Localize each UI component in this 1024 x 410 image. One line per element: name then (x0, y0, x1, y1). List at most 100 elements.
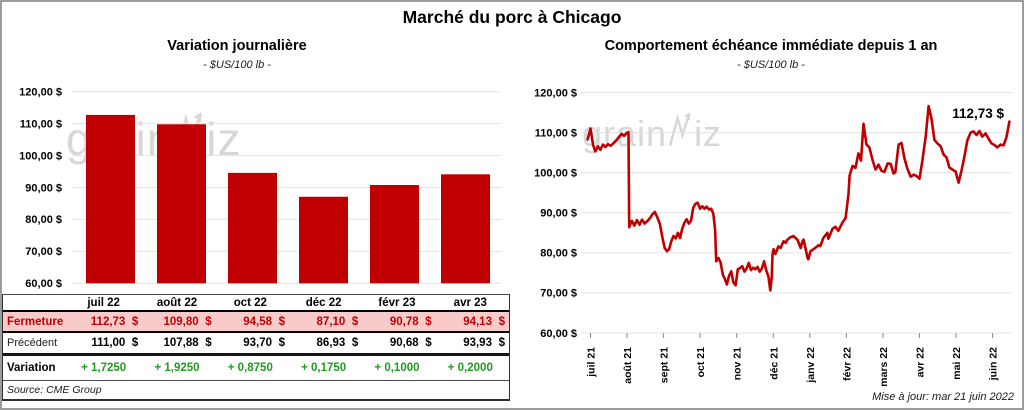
currency-symbol: $ (278, 337, 285, 349)
grainwiz-logo-zigzag-icon (669, 112, 691, 147)
value-cell: + 0,1750 (301, 362, 347, 374)
x-axis-label: janv 22 (805, 347, 817, 384)
value-cell: 90,68 $ (362, 337, 435, 349)
value: 109,80 (163, 315, 199, 328)
value-cell: 86,93 $ (289, 337, 362, 349)
x-axis-label: févr 22 (841, 347, 853, 381)
column-header: févr 23 (378, 296, 416, 309)
value-cell: + 0,8750 (227, 362, 273, 374)
x-axis-label: sept 21 (659, 347, 671, 383)
currency-symbol: $ (131, 315, 139, 328)
x-axis-label: août 21 (622, 347, 634, 384)
column-header: avr 23 (453, 296, 487, 309)
value-cell: + 0,2000 (447, 362, 493, 374)
x-axis-label: oct 21 (695, 347, 707, 378)
line-chart-title: Comportement échéance immédiate depuis 1… (604, 38, 938, 54)
bar-chart-subtitle: - $US/100 lb - (203, 59, 271, 71)
bar-févr 23 (370, 185, 419, 284)
value-cell: 112,73 $ (69, 316, 142, 328)
line-chart-subtitle: - $US/100 lb - (737, 59, 805, 71)
y-axis-label: 100,00 $ (534, 167, 577, 179)
y-axis-label: 110,00 $ (535, 127, 577, 139)
value: 90,68 (389, 337, 419, 349)
y-axis-label: 90,00 $ (25, 182, 62, 194)
table-row-variation: Variation + 1,7250 + 1,9250 + 0,8750 + 0,175… (3, 356, 509, 381)
row-label: Précédent (7, 337, 58, 349)
line-chart: 60,00 $ 70,00 $ 80,00 $ 90,00 $ 100,00 $ 110,… (534, 87, 1012, 387)
bar-juil 22 (86, 114, 135, 284)
value: 111,00 (91, 337, 126, 349)
x-axis-label: nov 21 (732, 347, 744, 380)
last-price-annotation: 112,73 $ (952, 106, 1004, 121)
value-cell: + 0,1000 (374, 362, 420, 374)
y-axis-label: 60,00 $ (540, 328, 577, 340)
value-cell: 109,80 $ (142, 316, 215, 328)
y-axis-label: 70,00 $ (540, 288, 577, 300)
y-axis-label: 120,00 $ (534, 87, 577, 99)
bar-déc 22 (299, 196, 348, 284)
value-cell: 94,58 $ (216, 316, 289, 328)
currency-symbol: $ (351, 337, 359, 349)
y-axis-label: 60,00 $ (25, 278, 62, 290)
value-cell: 111,00 $ (69, 337, 142, 349)
value-cell: 94,13 $ (436, 316, 509, 328)
value: 93,93 (463, 337, 492, 349)
y-axis-label: 90,00 $ (540, 208, 577, 220)
row-label: Variation (7, 362, 56, 374)
bar-chart-title: Variation journalière (167, 38, 307, 54)
currency-symbol: $ (498, 337, 505, 349)
value-cell: 93,70 $ (216, 337, 289, 349)
grainwiz-watermark-right: grain iz (582, 112, 723, 155)
currency-symbol: $ (278, 315, 285, 328)
watermark-text: iz (694, 113, 723, 155)
price-table: juil 22 août 22 oct 22 déc 22 févr 23 avr 23 F… (2, 294, 510, 401)
column-header: déc 22 (305, 296, 342, 309)
table-row-precedent: Précédent 111,00 $107,88 $93,70 $86,93 $90,68… (3, 333, 509, 356)
y-axis-label: 120,00 $ (19, 87, 62, 99)
bar-oct 22 (228, 172, 277, 284)
table-row-fermeture: Fermeture 112,73 $109,80 $94,58 $87,10 $90,78… (3, 312, 509, 333)
value: 86,93 (316, 337, 346, 349)
y-axis-label: 80,00 $ (540, 248, 577, 260)
x-axis-label: juin 22 (988, 347, 1000, 381)
y-axis-label: 100,00 $ (19, 150, 62, 162)
x-axis-label: juil 21 (586, 347, 598, 378)
value-cell: 87,10 $ (289, 316, 362, 328)
value-cell: + 1,9250 (154, 362, 200, 374)
y-axis-label: 80,00 $ (25, 214, 62, 226)
column-header: août 22 (156, 296, 198, 309)
currency-symbol: $ (425, 315, 432, 328)
page-title: Marché du porc à Chicago (402, 7, 622, 27)
value-cell: 90,78 $ (362, 316, 435, 328)
x-axis-label: avr 22 (914, 347, 926, 378)
bar-avr 23 (441, 174, 490, 284)
x-axis-label: déc 21 (768, 347, 780, 380)
bar-chart: 60,00 $ 70,00 $ 80,00 $ 90,00 $ 100,00 $ 110,… (19, 87, 501, 290)
y-axis-label: 110,00 $ (20, 118, 62, 130)
currency-symbol: $ (498, 315, 505, 328)
value: 112,73 (90, 315, 126, 328)
value-cell: + 1,7250 (81, 362, 127, 374)
update-note: Mise à jour: mar 21 juin 2022 (872, 391, 1014, 403)
value: 94,13 (463, 315, 492, 328)
x-axis-label: mai 22 (951, 347, 963, 380)
value: 93,70 (243, 337, 272, 349)
value: 90,78 (389, 315, 419, 328)
value: 107,88 (163, 337, 199, 349)
currency-symbol: $ (205, 337, 212, 349)
value: 87,10 (316, 315, 346, 328)
column-header: juil 22 (87, 296, 120, 309)
source-note: Source: CME Group (7, 384, 102, 396)
table-header-row: juil 22 août 22 oct 22 déc 22 févr 23 avr 23 (3, 294, 509, 312)
watermark-text: grain (582, 113, 668, 155)
value-cell: 93,93 $ (436, 337, 509, 349)
value-cell: 107,88 $ (142, 337, 215, 349)
currency-symbol: $ (205, 315, 212, 328)
currency-symbol: $ (351, 315, 359, 328)
currency-symbol: $ (131, 337, 139, 349)
value: 94,58 (243, 315, 272, 328)
price-line (586, 104, 1011, 292)
currency-symbol: $ (425, 337, 432, 349)
